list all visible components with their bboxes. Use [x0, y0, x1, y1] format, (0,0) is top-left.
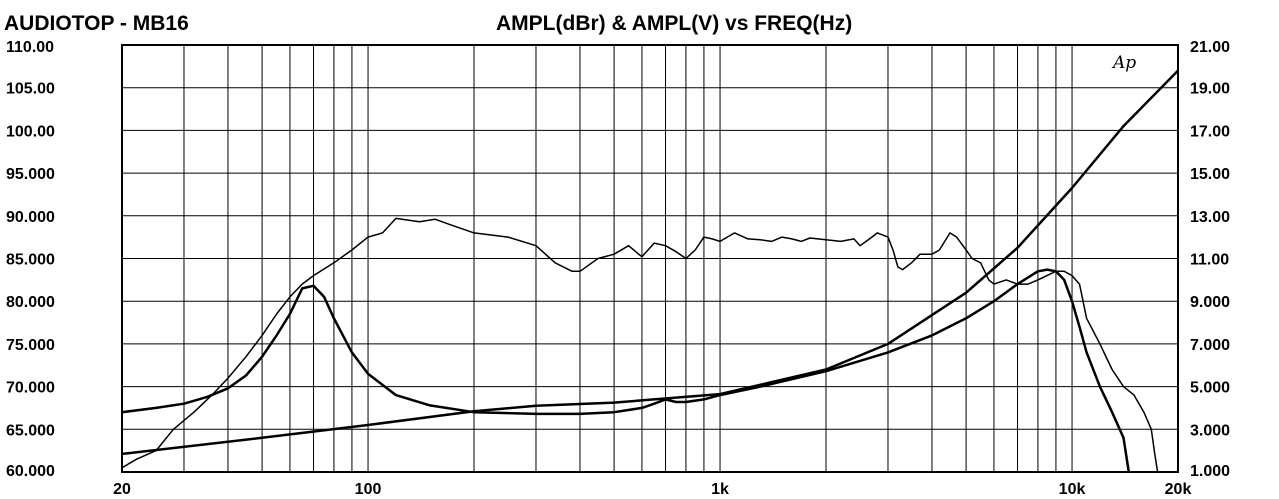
tick-labels: 110.00 105.00 100.00 95.000 90.000 85.000 80.0…: [6, 39, 1230, 498]
y-left-tick-label: 90.000: [6, 209, 55, 226]
y-left-tick-label: 75.000: [6, 337, 55, 354]
y-left-tick-label: 95.000: [6, 166, 55, 183]
y-right-tick-label: 21.00: [1190, 39, 1230, 56]
y-left-tick-label: 105.00: [6, 81, 55, 98]
y-right-tick-label: 3.000: [1190, 422, 1230, 439]
series-line-2: [122, 268, 1131, 472]
y-left-tick-label: 100.00: [6, 123, 55, 140]
y-left-tick-label: 65.000: [6, 422, 55, 439]
plot-frame: [121, 44, 1179, 473]
y-right-tick-label: 7.000: [1190, 337, 1230, 354]
series-group: [122, 69, 1178, 472]
y-right-tick-label: 19.00: [1190, 81, 1230, 98]
grid: [122, 45, 1178, 472]
y-right-tick-label: 17.00: [1190, 123, 1230, 140]
y-left-tick-label: 110.00: [6, 39, 54, 56]
series-line-3: [122, 69, 1178, 456]
x-tick-label: 100: [355, 481, 382, 498]
x-tick-label: 20: [113, 481, 131, 498]
y-right-tick-label: 13.00: [1190, 209, 1230, 226]
y-left-tick-label: 60.000: [6, 463, 55, 480]
y-left-tick-label: 70.000: [6, 380, 55, 397]
x-tick-label: 20k: [1165, 481, 1192, 498]
y-right-tick-label: 11.00: [1190, 252, 1229, 269]
audio-precision-logo: Ap: [1111, 53, 1136, 73]
y-left-tick-label: 80.000: [6, 294, 55, 311]
y-right-tick-label: 9.000: [1190, 294, 1230, 311]
y-right-tick-label: 5.000: [1190, 380, 1230, 397]
y-left-tick-label: 85.000: [6, 252, 55, 269]
y-right-tick-label: 15.00: [1190, 166, 1230, 183]
y-right-tick-label: 1.000: [1190, 463, 1230, 480]
x-tick-label: 1k: [711, 481, 729, 498]
x-tick-label: 10k: [1059, 481, 1086, 498]
chart-title: AUDIOTOP - MB16: [4, 12, 189, 35]
chart-subtitle: AMPL(dBr) & AMPL(V) vs FREQ(Hz): [496, 12, 852, 35]
series-line-1: [122, 217, 1159, 472]
